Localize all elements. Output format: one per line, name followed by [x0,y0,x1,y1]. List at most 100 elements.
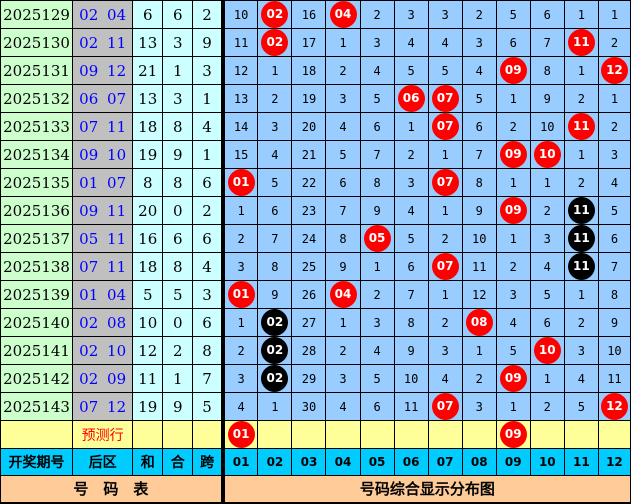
distribution-cell: 20 [291,112,327,141]
sum-cell: 21 [132,56,164,85]
distribution-cell: 7 [257,224,293,253]
distribution-cell: 18 [291,56,327,85]
red-ball: 09 [499,57,527,84]
sum-cell: 8 [132,168,164,197]
span-cell: 8 [192,336,224,365]
red-ball: 02 [261,1,289,28]
period-cell: 2025134 [0,140,74,169]
distribution-cell: 3 [461,28,497,57]
header-sum: 和 [132,448,164,476]
red-ball: 07 [431,85,459,112]
distribution-cell: 28 [291,336,327,365]
span-cell: 3 [192,280,224,309]
draw-row: 2025139 01 04 5 5 3 01 9 26 04 2 7 1 12 3 5 1 8 [0,280,631,309]
distribution-cell: 1 [220,308,259,337]
span-cell: 2 [192,0,224,29]
red-ball: 12 [600,57,628,84]
distribution-cell: 10 [597,336,631,365]
distribution-cell: 6 [257,196,293,225]
period-cell: 2025132 [0,84,74,113]
distribution-cell: 5 [427,56,463,85]
distribution-cell: 1 [220,196,259,225]
distribution-cell: 3 [427,336,463,365]
empty-cell [192,420,224,449]
distribution-cell: 06 [393,84,429,113]
period-cell: 2025136 [0,196,74,225]
distribution-cell: 7 [359,140,395,169]
distribution-cell: 10 [529,112,565,141]
distribution-cell: 4 [597,168,631,197]
distribution-cell: 4 [427,28,463,57]
distribution-cell: 5 [495,0,531,29]
distribution-cell: 9 [325,252,361,281]
header-number: 03 [291,448,327,476]
span-cell: 7 [192,364,224,393]
distribution-cell: 5 [359,84,395,113]
distribution-cell: 21 [291,140,327,169]
prediction-cell: 01 [220,420,259,449]
header-period: 开奖期号 [0,448,74,476]
distribution-cell: 9 [359,196,395,225]
red-ball: 10 [533,337,561,364]
footer-left-title: 号 码 表 [0,475,224,504]
back-numbers-cell: 02 08 [72,308,134,337]
distribution-cell: 02 [257,28,293,57]
header-number: 12 [597,448,631,476]
distribution-cell: 4 [495,308,531,337]
distribution-cell: 8 [359,168,395,197]
draw-row: 2025133 07 11 18 8 4 14 3 20 4 6 1 07 6 2 10 11 2 [0,112,631,141]
sum-cell: 13 [132,84,164,113]
red-ball: 09 [499,365,527,392]
period-cell: 2025130 [0,28,74,57]
draw-row: 2025134 09 10 19 9 1 15 4 21 5 7 2 1 7 09 10 1 3 [0,140,631,169]
back-numbers-cell: 07 12 [72,392,134,421]
span-cell: 6 [192,308,224,337]
distribution-cell: 2 [427,308,463,337]
distribution-cell: 7 [325,196,361,225]
red-ball: 01 [227,169,255,196]
distribution-cell: 14 [220,112,259,141]
prediction-cell [563,420,599,449]
distribution-cell: 3 [359,28,395,57]
span-cell: 1 [192,140,224,169]
sum-cell: 18 [132,112,164,141]
distribution-cell: 3 [563,336,599,365]
header-number: 01 [220,448,259,476]
black-ball: 02 [261,309,289,336]
distribution-cell: 07 [427,168,463,197]
distribution-cell: 9 [393,336,429,365]
period-cell: 2025139 [0,280,74,309]
span-cell: 2 [192,196,224,225]
red-ball: 07 [431,253,459,280]
distribution-cell: 07 [427,112,463,141]
distribution-cell: 2 [325,56,361,85]
sum-digit-cell: 8 [162,112,194,141]
distribution-cell: 1 [325,308,361,337]
red-ball: 07 [431,169,459,196]
red-ball: 04 [329,281,357,308]
sum-cell: 13 [132,28,164,57]
distribution-cell: 6 [359,392,395,421]
black-ball: 02 [261,337,289,364]
distribution-cell: 16 [291,0,327,29]
back-numbers-cell: 02 10 [72,336,134,365]
distribution-cell: 11 [563,112,599,141]
red-ball: 11 [567,29,595,56]
back-numbers-cell: 01 07 [72,168,134,197]
distribution-cell: 5 [359,364,395,393]
distribution-cell: 4 [529,252,565,281]
period-cell: 2025142 [0,364,74,393]
period-cell: 2025131 [0,56,74,85]
distribution-cell: 22 [291,168,327,197]
sum-digit-cell: 8 [162,252,194,281]
distribution-cell: 01 [220,168,259,197]
distribution-cell: 5 [597,196,631,225]
span-cell: 6 [192,224,224,253]
distribution-cell: 05 [359,224,395,253]
distribution-cell: 1 [495,392,531,421]
distribution-cell: 1 [597,84,631,113]
header-number: 02 [257,448,293,476]
distribution-cell: 2 [529,392,565,421]
period-cell: 2025141 [0,336,74,365]
